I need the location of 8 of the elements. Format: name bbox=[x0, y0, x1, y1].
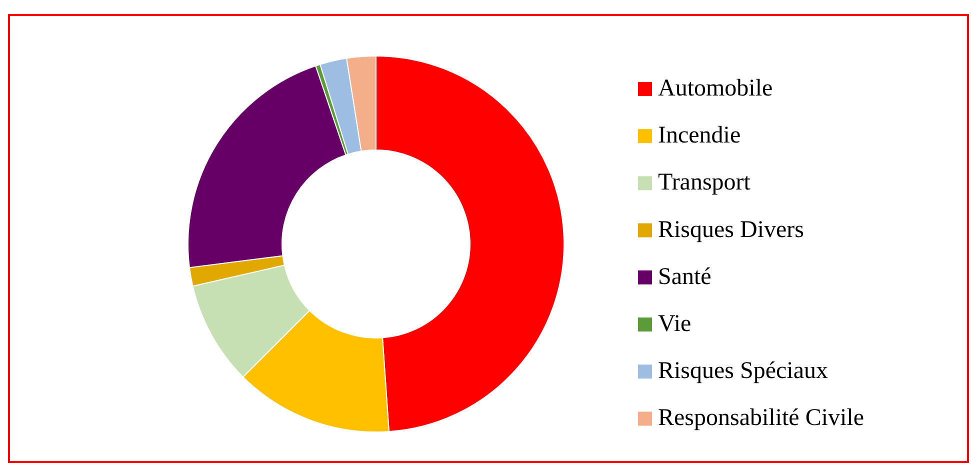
legend-label: Responsabilité Civile bbox=[658, 405, 864, 432]
legend-label: Santé bbox=[658, 264, 712, 290]
legend-label: Incendie bbox=[658, 122, 741, 149]
legend-label: Transport bbox=[658, 170, 751, 196]
legend-label: Automobile bbox=[658, 76, 773, 102]
legend-label: Risques Divers bbox=[658, 216, 804, 243]
legend-label: Vie bbox=[658, 311, 692, 338]
legend-label: Risques Spéciaux bbox=[658, 358, 828, 384]
